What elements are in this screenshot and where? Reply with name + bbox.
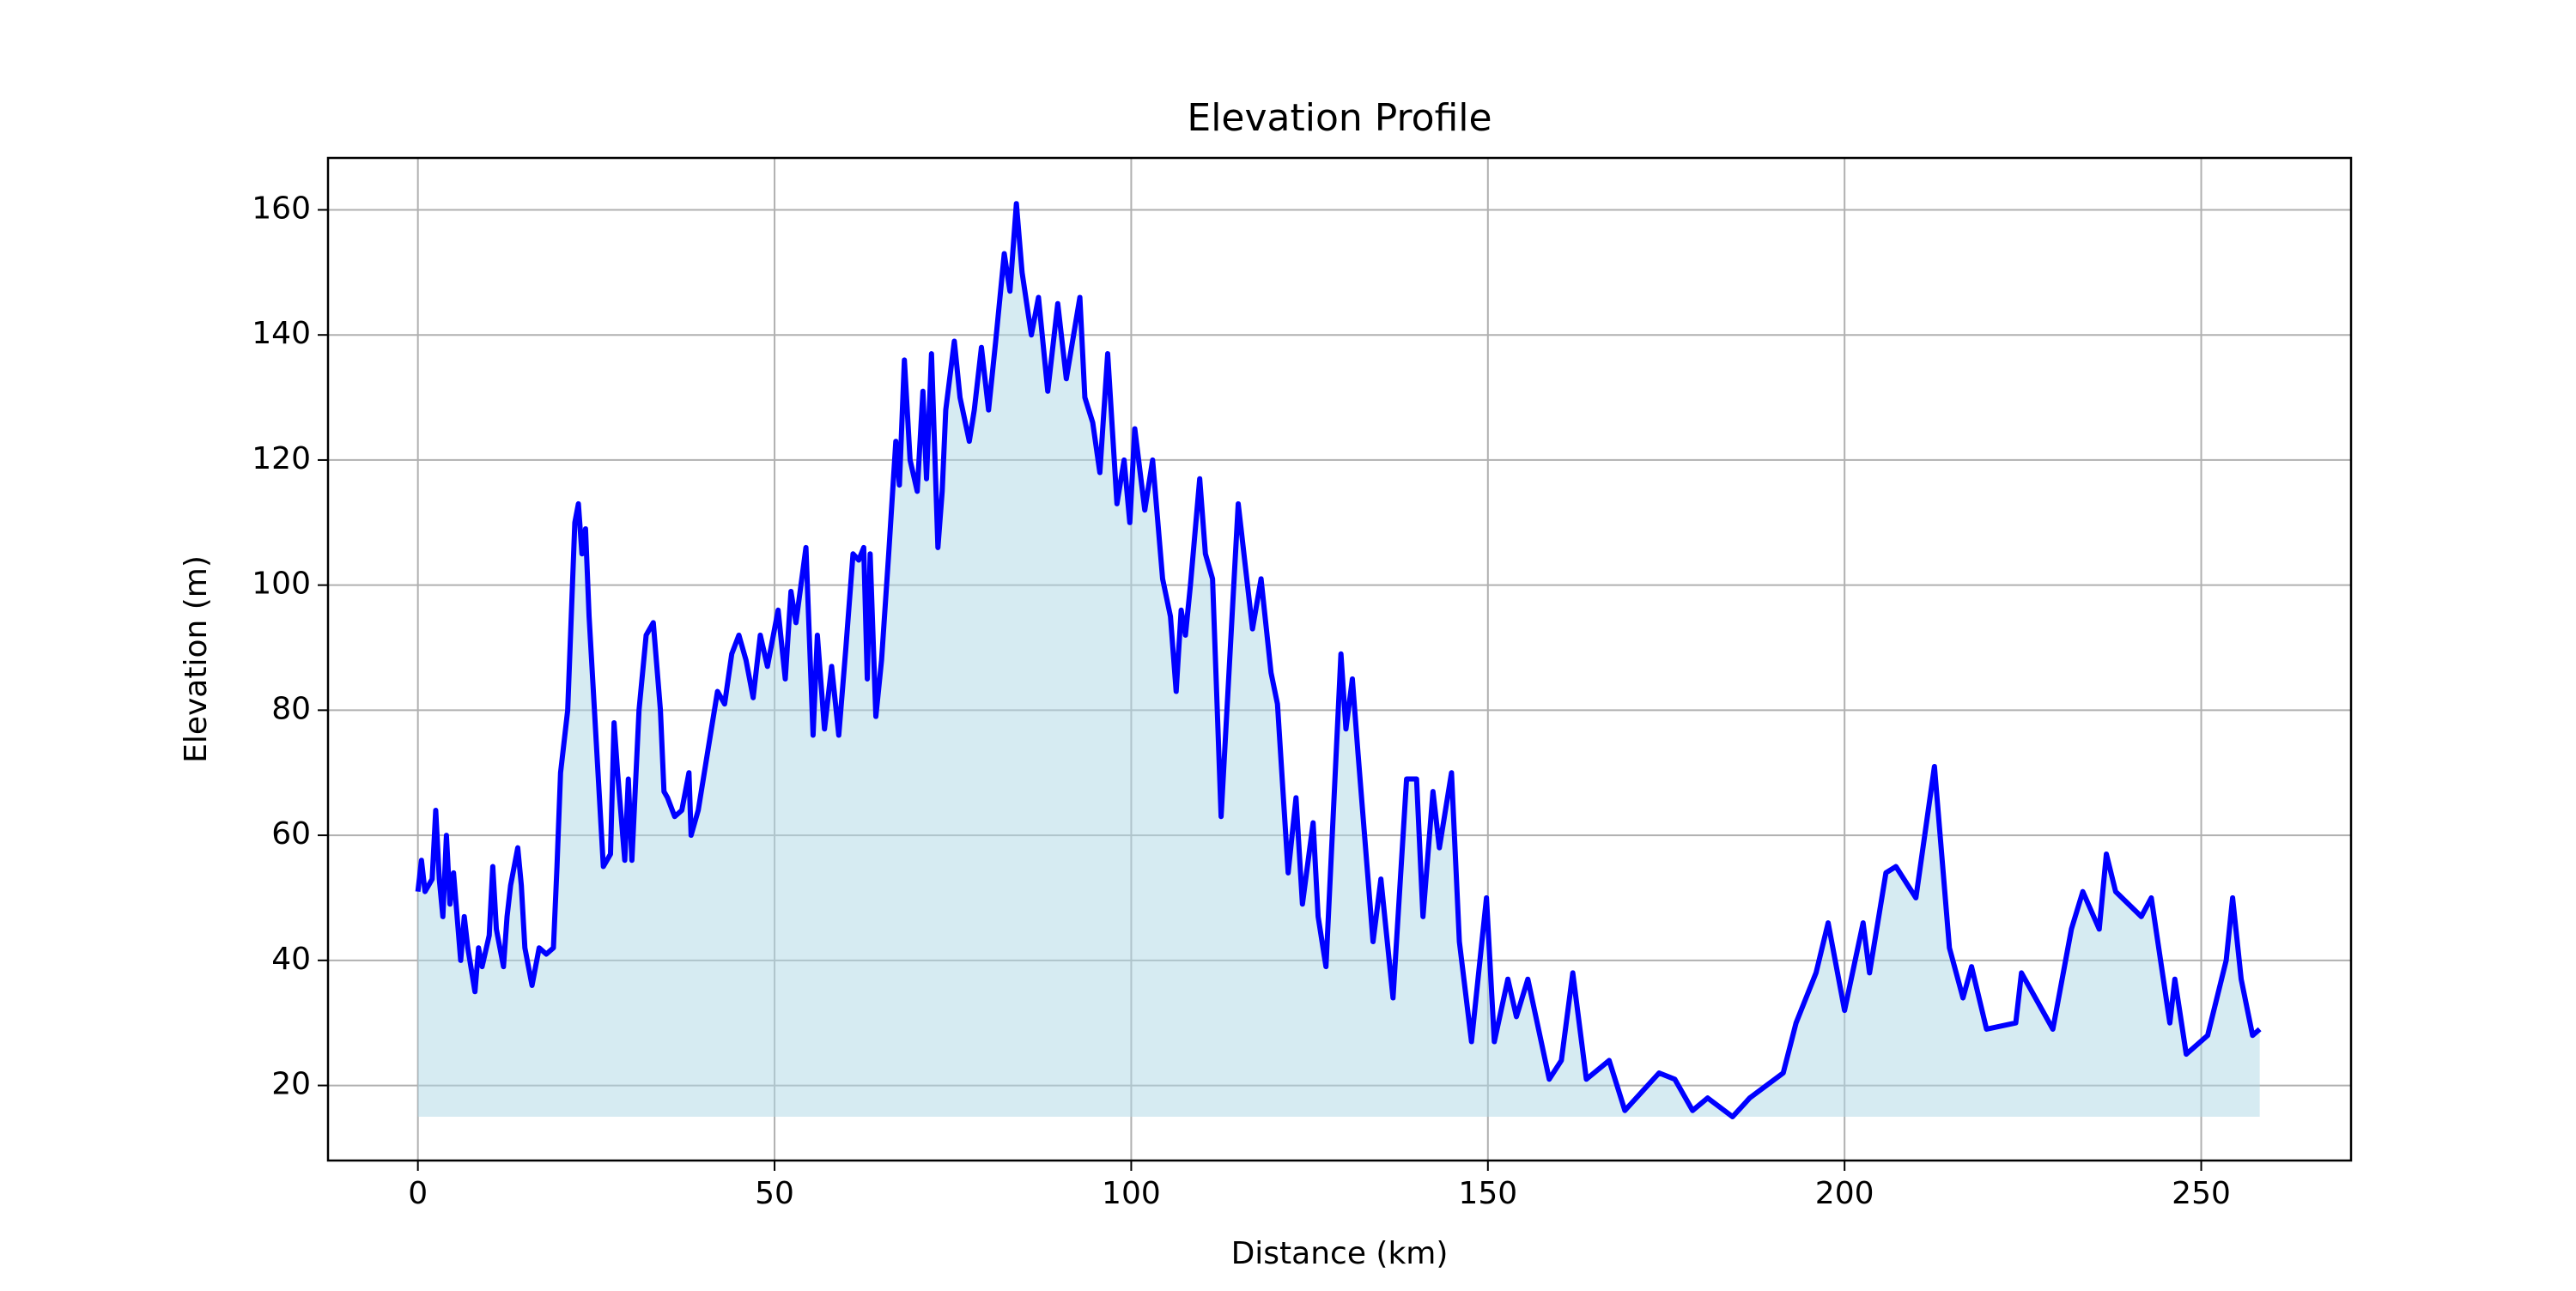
x-tick-label: 150 (1458, 1176, 1517, 1211)
x-tick-label: 200 (1815, 1176, 1874, 1211)
y-tick-label: 20 (271, 1067, 311, 1102)
y-tick-label: 80 (271, 691, 311, 726)
chart-title: Elevation Profile (1187, 96, 1492, 140)
y-tick-label: 60 (271, 816, 311, 852)
y-tick-label: 40 (271, 942, 311, 977)
x-tick-label: 0 (408, 1176, 428, 1211)
x-tick-label: 100 (1102, 1176, 1161, 1211)
x-tick-label: 250 (2172, 1176, 2231, 1211)
y-tick-label: 160 (252, 191, 311, 226)
x-tick-label: 50 (755, 1176, 794, 1211)
x-axis-label: Distance (km) (1231, 1236, 1449, 1271)
y-tick-label: 140 (252, 316, 311, 351)
y-tick-label: 120 (252, 441, 311, 476)
y-tick-label: 100 (252, 567, 311, 602)
area-fill (417, 203, 2260, 1117)
line (415, 201, 2262, 1119)
plot-frame (326, 156, 2353, 1162)
y-axis-label: Elevation (m) (179, 555, 214, 763)
